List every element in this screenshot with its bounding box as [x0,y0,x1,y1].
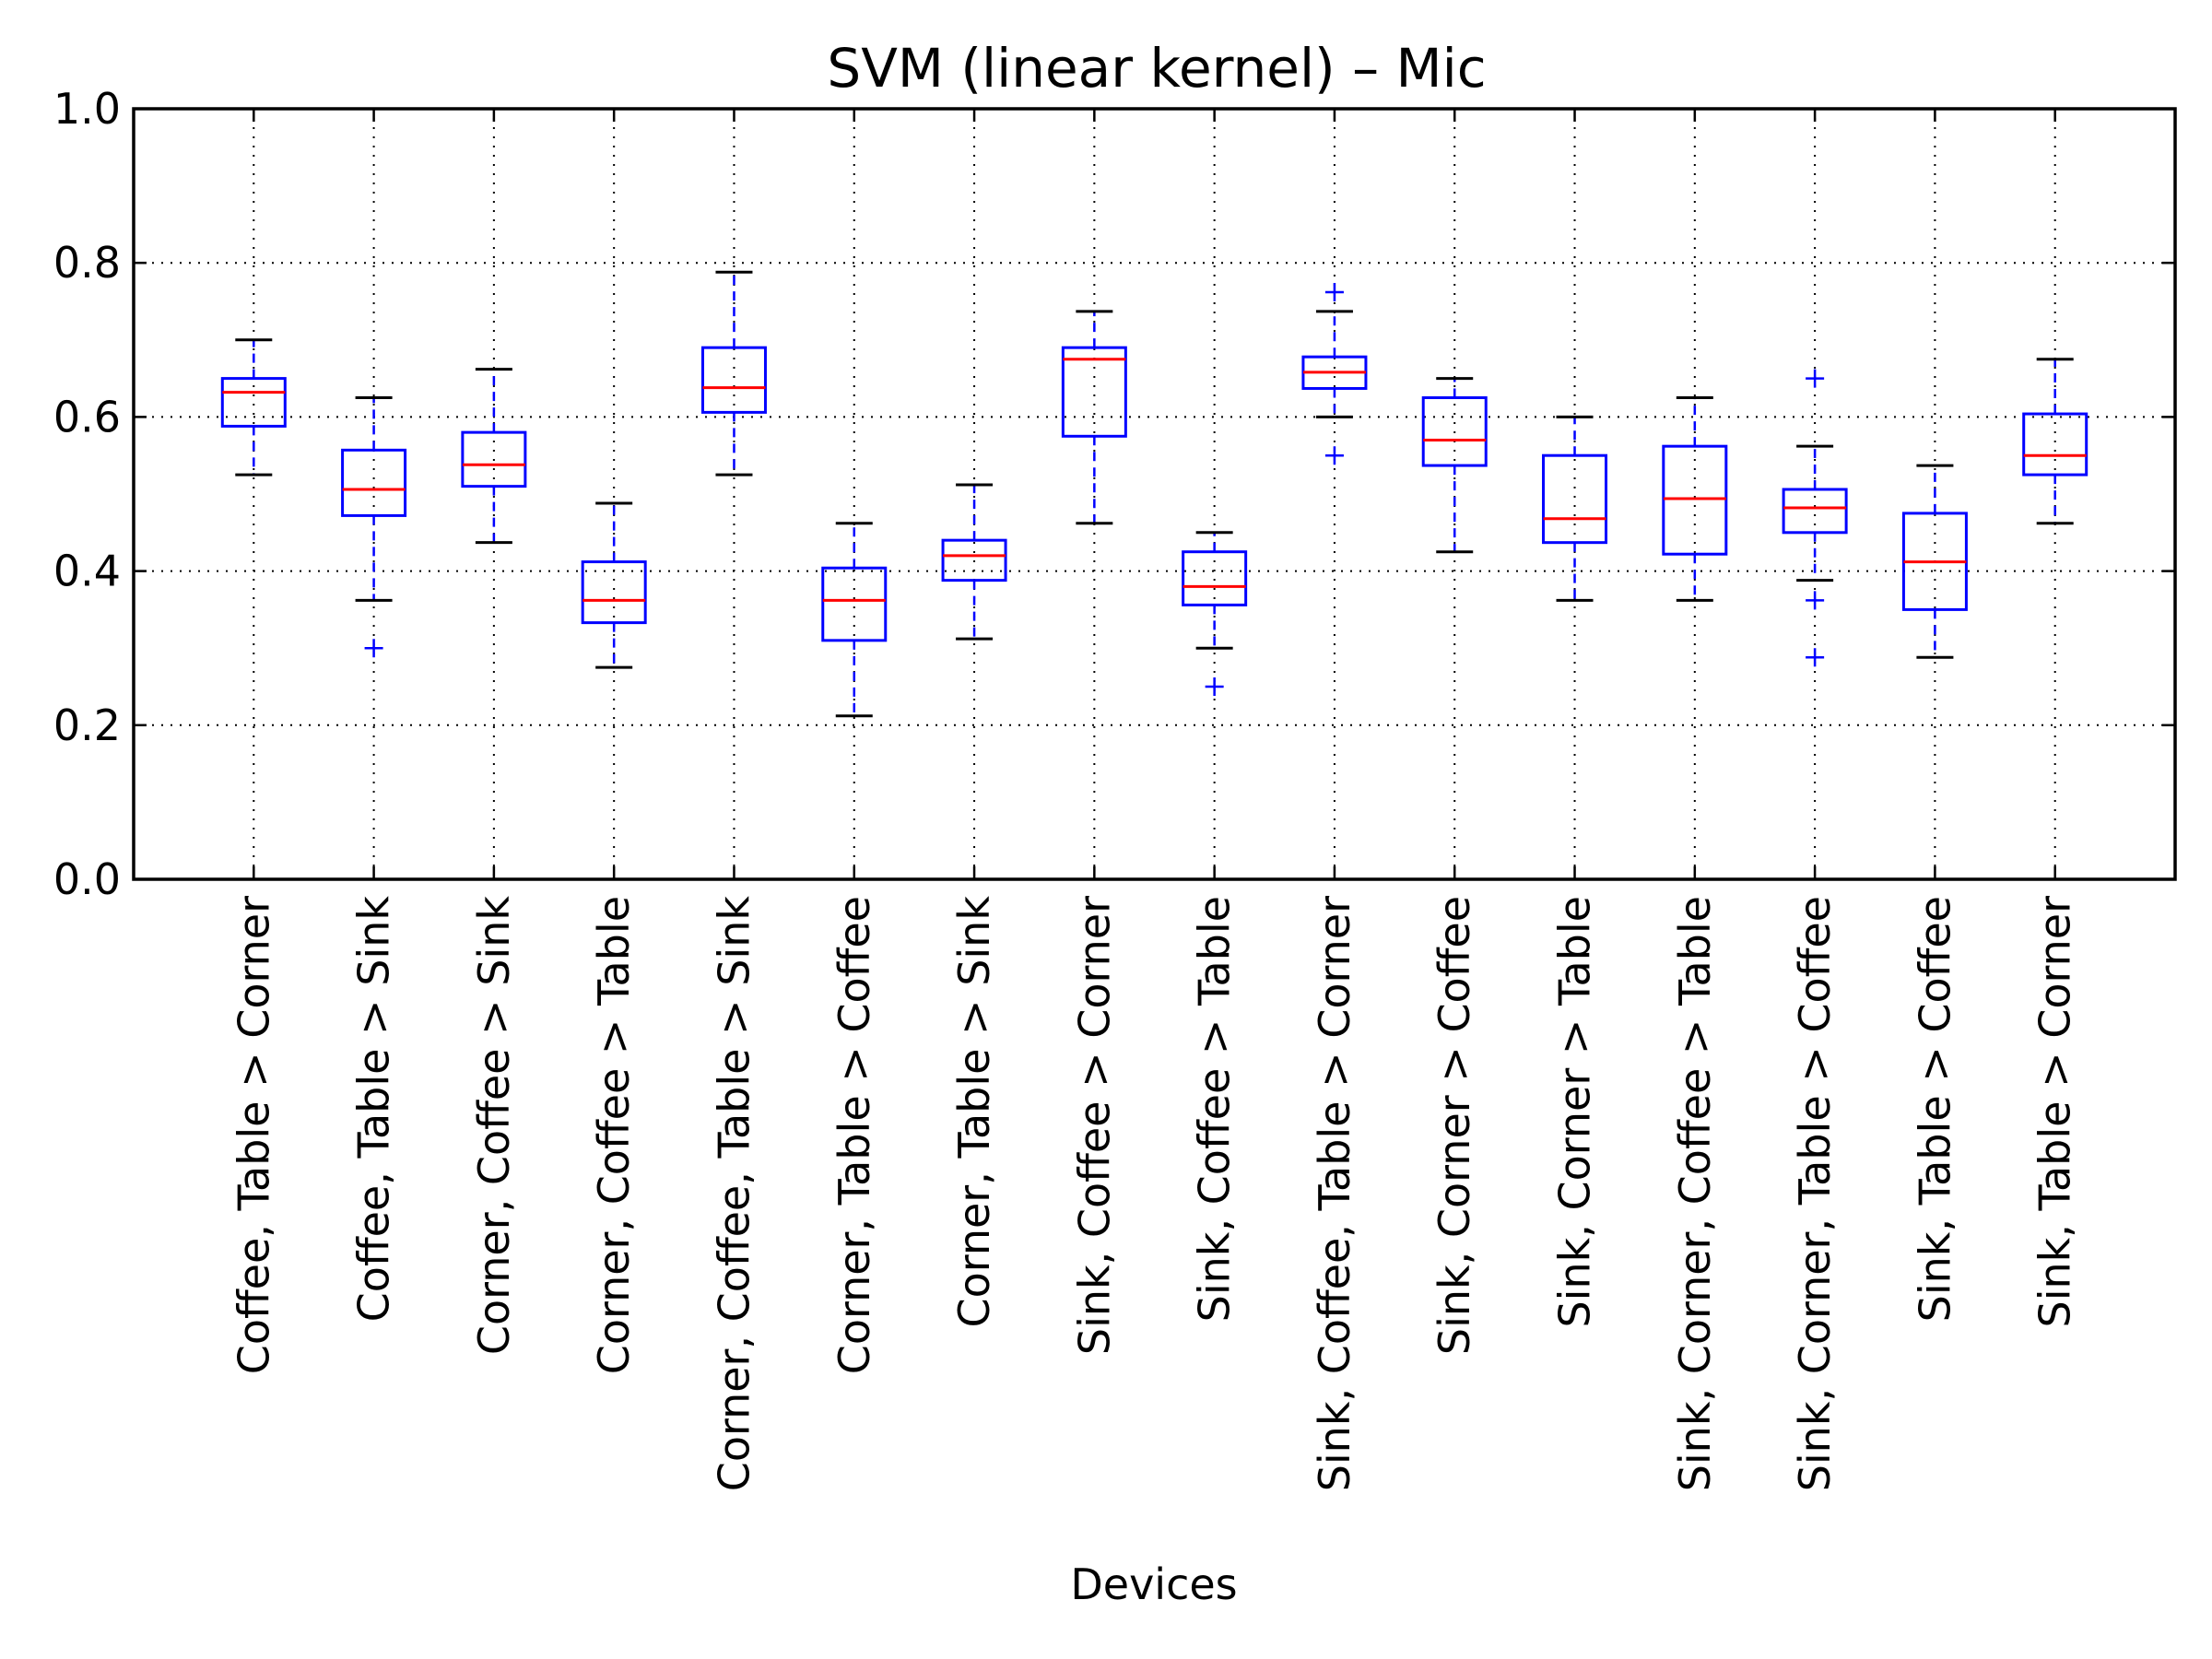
box-group [821,522,888,718]
box-body [1061,346,1127,438]
box-group [1182,531,1248,696]
box-body [821,566,888,642]
box-group [2022,358,2088,525]
outlier-marker [1806,591,1825,610]
x-axis-label: Devices [1070,1559,1237,1609]
box-body [461,430,527,488]
x-tick-label: Corner, Table > Sink [949,896,999,1328]
outlier-marker [1324,446,1344,465]
x-tick-label: Coffee, Table > Corner [229,896,278,1374]
box-group [461,368,527,545]
box-group [1662,396,1728,602]
box-body [2022,412,2088,477]
x-tick-label: Corner, Coffee, Table > Sink [709,896,759,1492]
box-group [220,338,287,477]
x-tick-label: Sink, Coffee, Table > Corner [1310,896,1359,1491]
grid-lines [134,109,2175,879]
x-tick-label: Corner, Coffee > Table [589,896,639,1374]
plot-boxes [220,270,2088,718]
x-tick-label: Sink, Corner > Table [1550,896,1600,1328]
y-tick-label: 1.0 [53,84,121,134]
box-group [581,501,647,669]
y-tick-label: 0.6 [53,392,121,441]
box-body [1421,396,1488,467]
x-tick-label: Sink, Coffee > Corner [1069,896,1119,1355]
box-body [341,448,407,517]
y-tick-label: 0.4 [53,547,121,596]
box-group [1061,310,1127,525]
axes: 0.0 0.2 0.4 0.6 0.8 1.0 Coffee, Table > Corner… [53,84,2175,1491]
box-body [700,346,767,414]
box-body [1662,444,1728,556]
outlier-marker [1806,369,1825,388]
outlier-marker [364,639,383,658]
box-group [700,270,767,477]
x-tick-label: Sink, Table > Coffee [1910,896,1959,1322]
plot-frame [132,107,2177,881]
outlier-marker [1806,648,1825,667]
box-group [1301,282,1368,465]
box-body [581,560,647,625]
y-tick-label: 0.0 [53,854,121,904]
box-body [220,377,287,428]
box-body [941,538,1007,582]
box-group [1901,464,1968,659]
x-tick-label: Corner, Coffee > Sink [469,896,519,1355]
x-tick-label: Sink, Corner > Coffee [1430,896,1479,1355]
y-tick-label: 0.8 [53,238,121,288]
x-tick-label: Sink, Coffee > Table [1190,896,1240,1322]
x-tick-label: Sink, Table > Corner [2030,896,2080,1328]
x-tick-label: Sink, Corner, Coffee > Table [1670,896,1720,1491]
box-group [1421,377,1488,554]
box-group [1542,415,1608,602]
chart-title: SVM (linear kernel) – Mic [827,37,1486,100]
x-tick-label: Corner, Table > Coffee [830,896,879,1374]
x-tick-label: Coffee, Table > Sink [349,896,399,1323]
outlier-marker [1324,282,1344,301]
box-body [1182,550,1248,606]
outlier-marker [1205,677,1224,696]
box-group [1782,369,1848,667]
box-group [941,483,1007,641]
box-body [1542,453,1608,545]
y-tick-label: 0.2 [53,700,121,750]
box-group [341,396,407,658]
x-tick-label: Sink, Corner, Table > Coffee [1790,896,1840,1491]
box-body [1782,488,1848,535]
